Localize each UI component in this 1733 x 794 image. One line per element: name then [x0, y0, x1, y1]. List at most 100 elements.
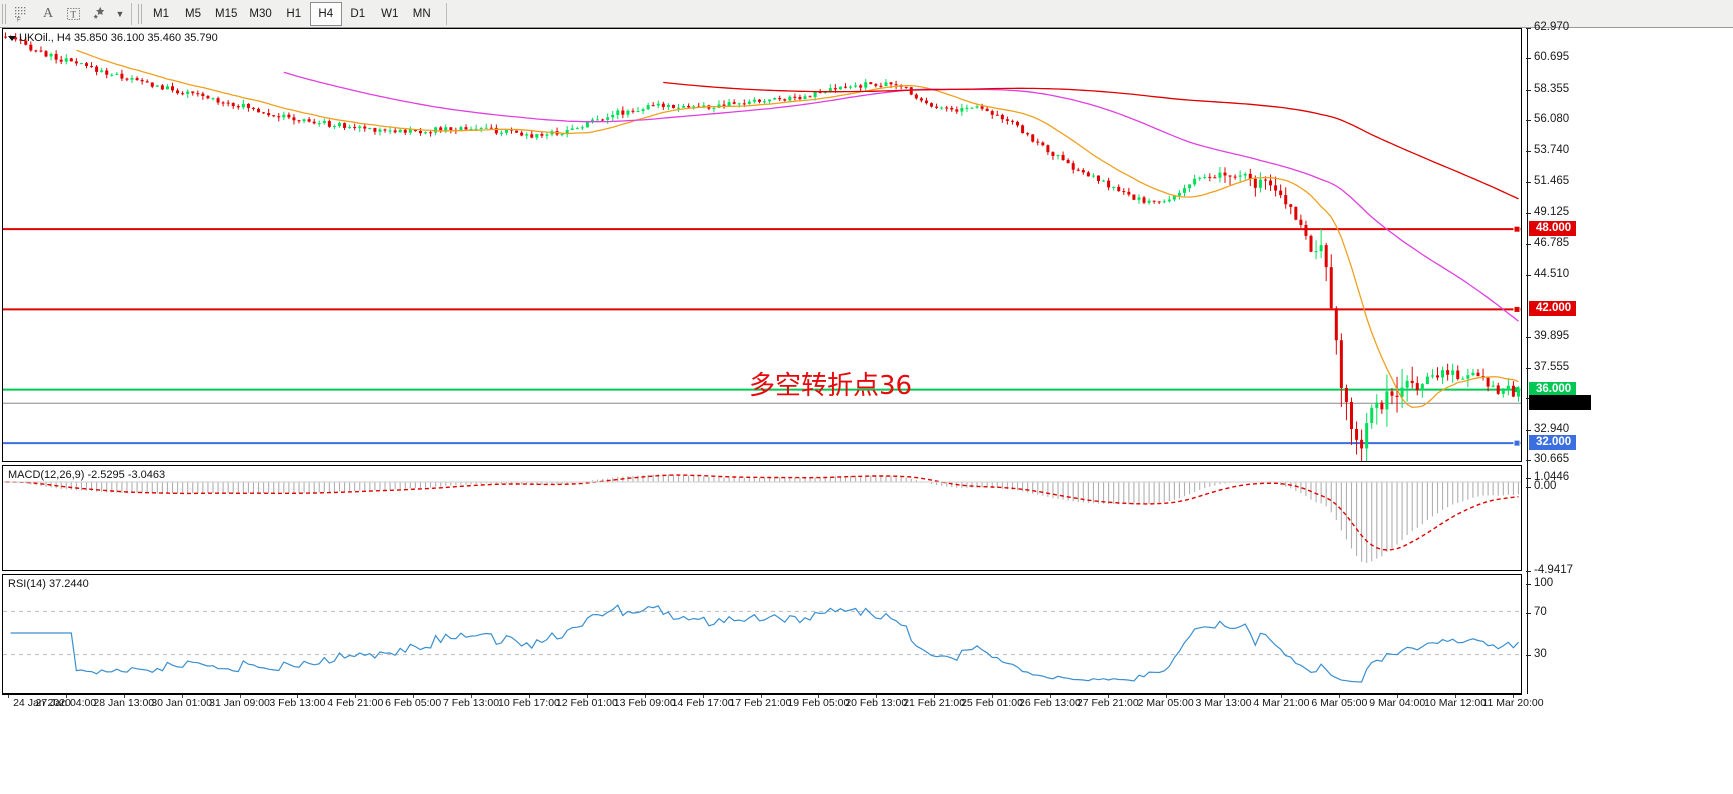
time-tick-label: 3 Mar 13:00	[1195, 697, 1252, 709]
macd-tick: -4.9417	[1525, 564, 1574, 576]
price-tick: 56.080	[1525, 113, 1570, 126]
timeframe-label: M30	[249, 7, 272, 20]
objects-icon[interactable]	[87, 2, 113, 26]
timeframe-label: H1	[286, 7, 302, 20]
price-tick: 39.895	[1525, 329, 1570, 342]
timeframe-label: D1	[350, 7, 366, 20]
timeframe-label: M5	[185, 7, 201, 20]
macd-histogram	[10, 474, 1520, 563]
chevron-down-icon[interactable]: ▼	[115, 8, 125, 19]
crosshair-icon[interactable]: F	[9, 2, 35, 26]
timeframe-m15[interactable]: M15	[209, 2, 243, 26]
time-tick-mark	[1107, 695, 1109, 698]
time-tick-mark	[876, 695, 878, 698]
time-tick-label: 27 Feb 21:00	[1076, 697, 1139, 709]
price-level-label-48-000[interactable]: 48.000	[1529, 221, 1577, 237]
time-tick-mark	[818, 695, 820, 698]
text-label-icon[interactable]: A	[42, 5, 54, 21]
time-tick-mark	[1223, 695, 1225, 698]
time-tick-mark	[8, 695, 9, 698]
price-pane-header: UKOil., H4 35.850 36.100 35.460 35.790	[8, 32, 218, 44]
time-tick-mark	[528, 695, 530, 698]
collapse-arrow-icon[interactable]	[8, 35, 16, 41]
timeframe-grip[interactable]	[138, 3, 143, 24]
time-tick-label: 10 Mar 12:00	[1424, 697, 1487, 709]
timeframe-m5[interactable]: M5	[177, 2, 209, 26]
timeframe-h4[interactable]: H4	[309, 1, 342, 26]
level-handle[interactable]	[1513, 225, 1521, 233]
timeframe-mn[interactable]: MN	[406, 2, 438, 26]
rsi-tick: 70	[1526, 606, 1547, 618]
price-plot	[3, 32, 1521, 461]
time-tick-label: 26 Feb 13:00	[1018, 697, 1081, 709]
time-tick-mark	[992, 695, 994, 698]
price-tick: 30.665	[1525, 453, 1570, 465]
text-box-icon[interactable]: T	[61, 2, 87, 26]
chart-annotation: 多空转折点36	[749, 371, 913, 401]
time-tick-label: 7 Feb 13:00	[443, 697, 500, 709]
chart-area: UKOil., H4 35.850 36.100 35.460 35.790 多…	[0, 21, 1733, 794]
time-tick-mark	[65, 695, 67, 698]
time-tick-label: 13 Feb 09:00	[613, 697, 676, 709]
price-level-label-42-000[interactable]: 42.000	[1529, 301, 1577, 317]
time-axis-separator	[2, 694, 1522, 695]
level-handle[interactable]	[1513, 439, 1521, 447]
time-tick-mark	[239, 695, 241, 698]
timeframe-d1[interactable]: D1	[342, 2, 374, 26]
timeframe-m1[interactable]: M1	[145, 2, 177, 26]
time-tick-label: 3 Feb 13:00	[269, 697, 326, 709]
price-level-label-32-000[interactable]: 32.000	[1529, 435, 1577, 451]
time-tick-label: 6 Feb 05:00	[385, 697, 442, 709]
time-tick-label: 9 Mar 04:00	[1369, 697, 1426, 709]
time-tick-label: 4 Mar 21:00	[1253, 697, 1310, 709]
time-axis[interactable]: 24 Jan 2020 27 Jan 04:00 28 Jan 13:00 30 Ja…	[0, 695, 1733, 713]
rsi-line	[10, 604, 1519, 683]
time-tick-mark	[1281, 695, 1283, 698]
timeframe-label: M1	[153, 7, 169, 20]
timeframe-w1[interactable]: W1	[374, 2, 406, 26]
rsi-pane[interactable]: RSI(14) 37.2440	[2, 574, 1522, 694]
ma-mid-line	[283, 71, 1519, 322]
price-level-label-36-000[interactable]: 36.000	[1529, 381, 1577, 397]
time-tick-label: 21 Feb 21:00	[903, 697, 966, 709]
price-tick: 37.555	[1525, 360, 1570, 373]
ma-fast-line	[76, 49, 1519, 408]
timeframe-m30[interactable]: M30	[243, 2, 277, 26]
rsi-plot	[3, 604, 1521, 683]
ma-slow-line	[663, 81, 1519, 200]
time-tick-label: 25 Feb 01:00	[961, 697, 1023, 709]
timeframe-label: H4	[318, 7, 334, 20]
time-tick-label: 10 Feb 17:00	[498, 697, 560, 709]
svg-text:F: F	[17, 17, 21, 22]
time-tick-mark	[1339, 695, 1341, 698]
price-tick: 53.740	[1525, 144, 1570, 157]
time-tick-label: 11 Mar 20:00	[1482, 697, 1544, 709]
macd-signal-line	[5, 474, 1519, 551]
price-axis[interactable]: 62.970 60.695 58.355 56.080 53.740 51.465 49.1…	[1524, 21, 1731, 694]
price-level-label-35-790[interactable]: 35.790	[1529, 395, 1591, 411]
level-handle[interactable]	[1513, 305, 1521, 313]
time-tick-mark	[1455, 695, 1457, 698]
toolbar: F A T ▼ M1 M5 M15 M30 H1 H4 D1 W1 MN	[0, 0, 1733, 28]
time-tick-label: 28 Jan 13:00	[93, 697, 155, 709]
timeframe-label: M15	[215, 7, 238, 20]
time-tick-mark	[355, 695, 357, 698]
time-tick-mark	[586, 695, 588, 698]
toolbar-grip[interactable]	[2, 3, 7, 24]
timeframe-h1[interactable]: H1	[278, 2, 310, 26]
price-pane[interactable]: UKOil., H4 35.850 36.100 35.460 35.790 多…	[2, 28, 1522, 462]
price-tick: 51.465	[1525, 174, 1570, 187]
time-tick-mark	[934, 695, 936, 698]
timeframe-label: W1	[381, 7, 399, 20]
price-tick: 46.785	[1525, 237, 1570, 250]
macd-tick: 1.0446	[1525, 471, 1570, 483]
macd-pane[interactable]: MACD(12,26,9) -2.5295 -3.0463	[2, 465, 1522, 571]
time-tick-mark	[297, 695, 299, 698]
time-tick-mark	[644, 695, 646, 698]
macd-pane-header: MACD(12,26,9) -2.5295 -3.0463	[8, 469, 166, 481]
time-tick-mark	[123, 695, 125, 698]
time-tick-label: 4 Feb 21:00	[327, 697, 384, 709]
time-tick-mark	[471, 695, 473, 698]
svg-text:T: T	[71, 9, 77, 19]
time-tick-label: 2 Mar 05:00	[1137, 697, 1194, 709]
